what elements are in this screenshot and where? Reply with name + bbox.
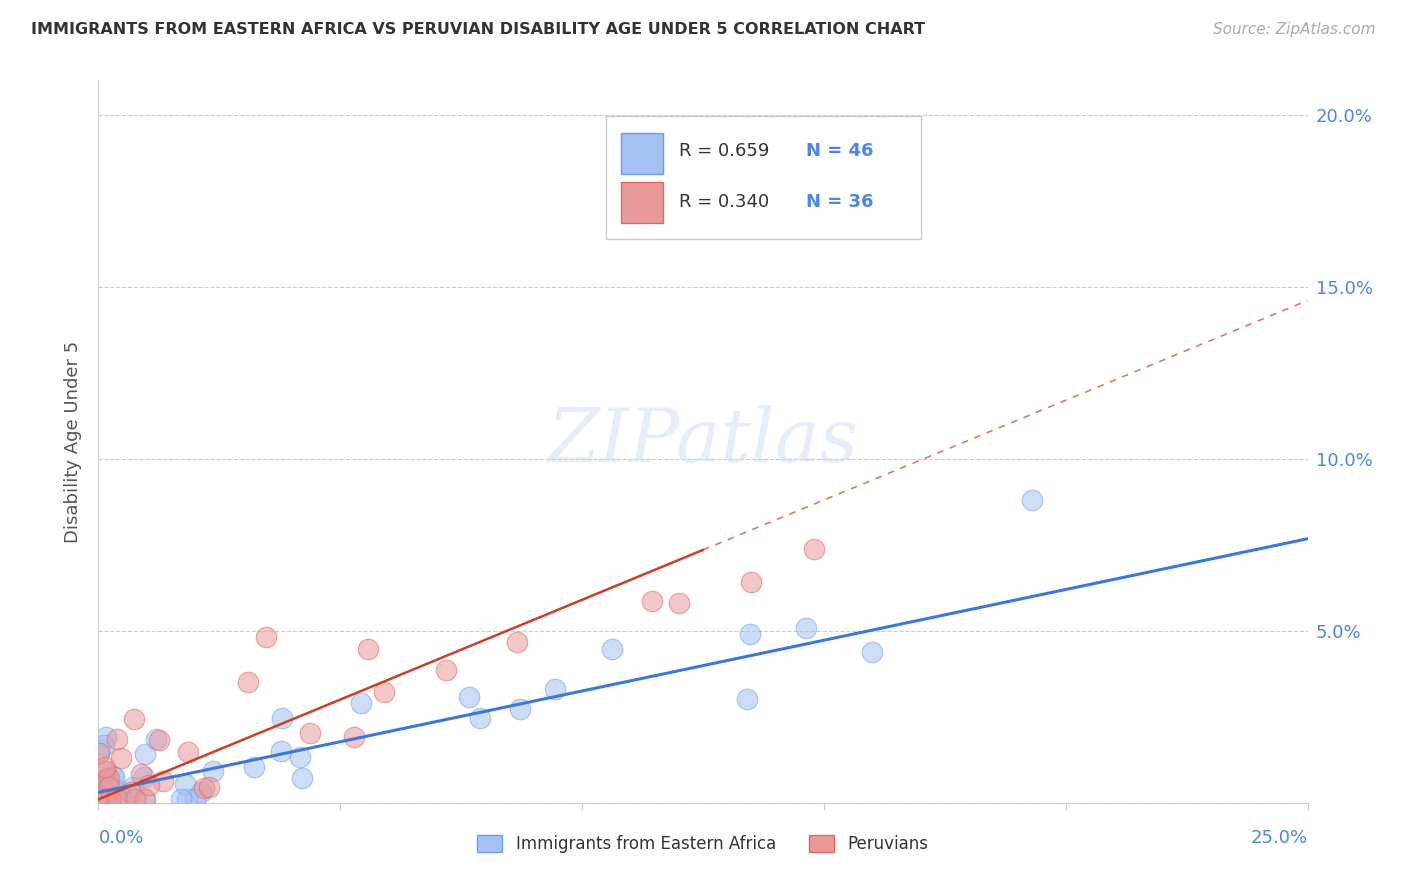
Point [89,792,111,806]
Point [132,770,155,784]
Point [145,732,167,747]
Point [122,712,145,726]
Text: IMMIGRANTS FROM EASTERN AFRICA VS PERUVIAN DISABILITY AGE UNDER 5 CORRELATION CH: IMMIGRANTS FROM EASTERN AFRICA VS PERUVI… [31,22,925,37]
Point [103,770,125,784]
Point [122,780,145,795]
Point [89,780,111,794]
Point [373,685,395,699]
Point [89,742,111,756]
Point [298,726,321,740]
Point [94,792,117,806]
Point [794,621,817,635]
Text: Source: ZipAtlas.com: Source: ZipAtlas.com [1212,22,1375,37]
Point [97,777,120,791]
Point [96,772,118,787]
Legend: Immigrants from Eastern Africa, Peruvians: Immigrants from Eastern Africa, Peruvian… [471,828,935,860]
Text: 25.0%: 25.0% [1250,829,1308,847]
Point [193,781,215,796]
Point [98,791,121,805]
Point [98,771,121,785]
Point [190,785,212,799]
Point [668,596,690,610]
Point [201,764,224,778]
FancyBboxPatch shape [621,182,664,223]
Point [98,792,121,806]
Point [94,730,117,744]
Point [173,776,195,790]
Point [434,663,457,677]
Point [357,642,380,657]
Text: ZIPatlas: ZIPatlas [547,405,859,478]
Point [740,574,762,589]
Point [117,787,139,801]
Point [544,681,567,696]
Point [860,645,883,659]
Point [89,792,111,806]
Point [98,792,121,806]
Text: N = 46: N = 46 [806,142,873,160]
Point [97,788,120,802]
Point [98,780,121,795]
Point [270,744,292,758]
Point [468,710,491,724]
Point [96,792,118,806]
Text: N = 36: N = 36 [806,193,873,211]
Point [129,766,152,780]
Point [94,792,117,806]
Point [93,760,115,774]
Point [108,784,131,798]
Point [740,627,762,641]
Point [101,769,124,783]
Point [176,792,198,806]
FancyBboxPatch shape [606,116,921,239]
Point [94,764,117,778]
Point [600,641,623,656]
Point [120,785,142,799]
Point [506,635,529,649]
Point [105,792,128,806]
Point [243,760,266,774]
Point [152,773,174,788]
Point [107,731,129,746]
Text: R = 0.340: R = 0.340 [679,193,769,211]
Point [87,746,110,760]
FancyBboxPatch shape [621,133,664,174]
Point [350,696,373,710]
Point [124,792,146,806]
Point [91,782,114,797]
Point [93,764,115,778]
Point [457,690,479,704]
Point [271,711,294,725]
Point [236,674,259,689]
Point [641,594,664,608]
Point [288,750,311,764]
Point [91,775,114,789]
Point [177,745,200,759]
Point [98,792,121,806]
Point [134,792,156,806]
Point [198,780,221,794]
Point [93,739,115,753]
Point [1021,493,1043,508]
Point [509,701,531,715]
Text: R = 0.659: R = 0.659 [679,142,769,160]
Point [735,692,758,706]
Point [138,778,160,792]
Point [134,747,156,761]
Point [110,751,132,765]
Point [148,733,170,747]
Point [254,630,277,644]
Point [803,541,825,556]
Point [170,792,193,806]
Point [134,792,156,806]
Text: 0.0%: 0.0% [98,829,143,847]
Point [110,789,132,804]
Point [343,730,366,744]
Point [291,771,314,785]
Y-axis label: Disability Age Under 5: Disability Age Under 5 [65,341,83,542]
Point [184,792,207,806]
